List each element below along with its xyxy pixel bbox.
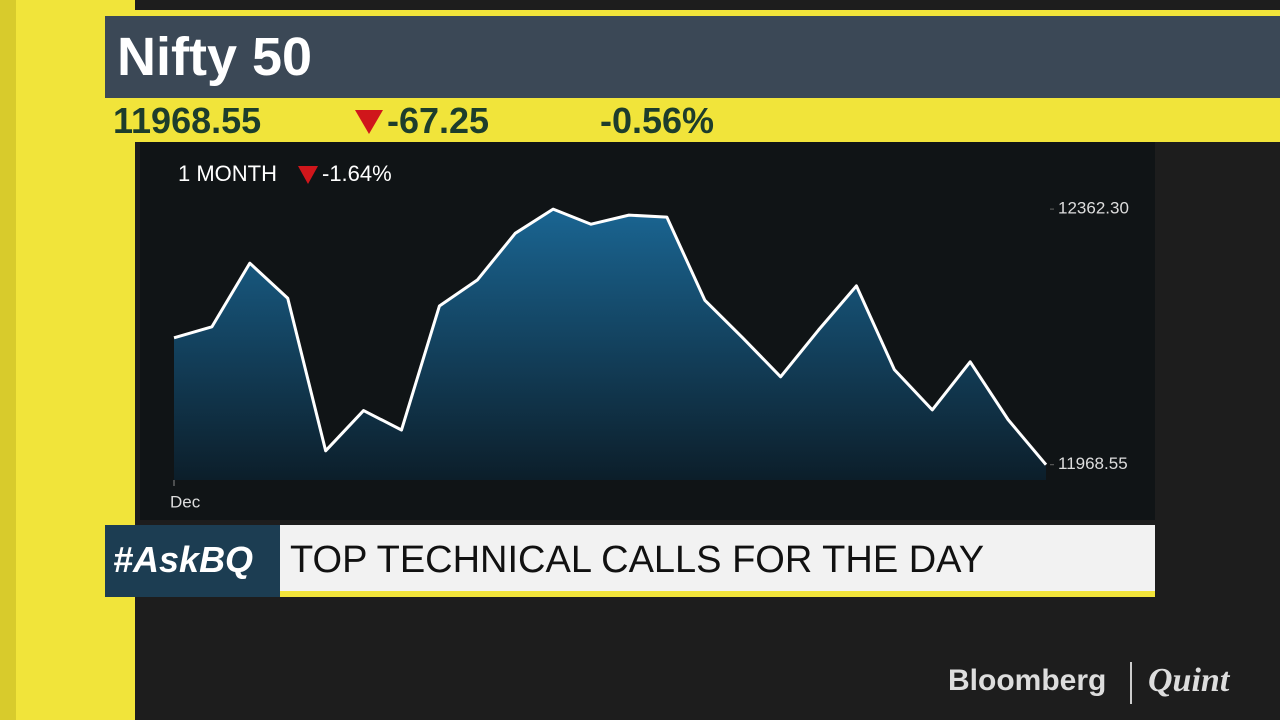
tag-box: #AskBQ <box>105 525 280 597</box>
area-fill <box>174 209 1046 480</box>
change: -67.25 <box>387 100 490 141</box>
title: Nifty 50 <box>117 27 313 87</box>
period-arrow <box>298 166 318 184</box>
y-tick-label: 11968.55 <box>1058 454 1128 473</box>
y-tick-label: 12362.30 <box>1058 199 1129 218</box>
logo-divider <box>1130 662 1132 704</box>
x-tick-label: Dec <box>170 492 201 511</box>
side-edge <box>0 0 16 720</box>
tag: #AskBQ <box>113 539 254 580</box>
price: 11968.55 <box>113 100 262 141</box>
down-arrow <box>355 110 383 134</box>
quote-bar: 11968.55 -67.25 -0.56% <box>105 98 1280 142</box>
title-bar: Nifty 50 <box>105 16 1280 98</box>
headline-box: TOP TECHNICAL CALLS FOR THE DAY <box>280 525 1155 597</box>
logo-left: Bloomberg <box>948 664 1107 697</box>
change-pct: -0.56% <box>600 100 715 141</box>
arrow-shape <box>355 110 383 134</box>
line <box>173 207 1048 466</box>
headline: TOP TECHNICAL CALLS FOR THE DAY <box>290 539 985 581</box>
top-rule <box>105 10 1280 16</box>
period-change: -1.64% <box>322 161 392 186</box>
logo-right: Quint <box>1148 662 1230 699</box>
chart-subtitle: 1 MONTH <box>178 161 277 186</box>
